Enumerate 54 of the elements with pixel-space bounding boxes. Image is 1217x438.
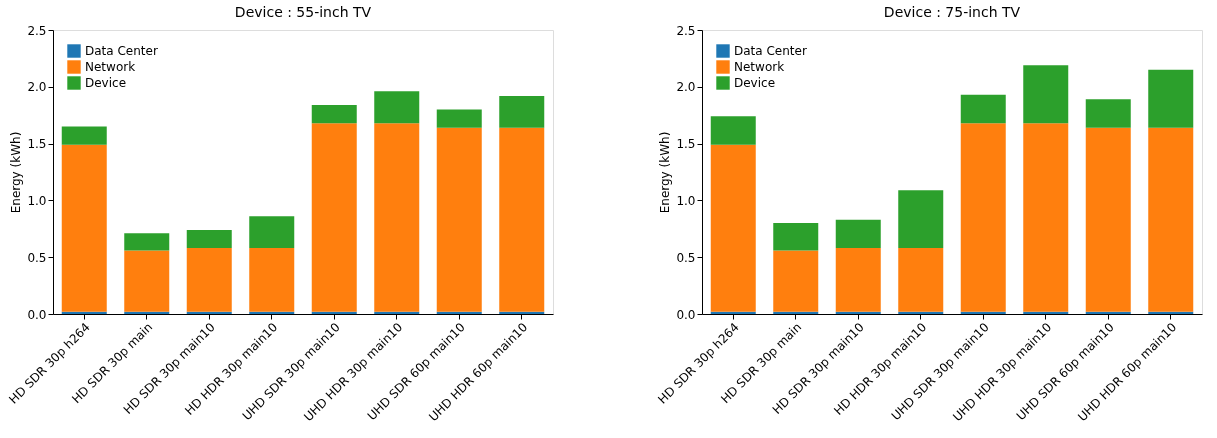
legend-label: Device [734,76,776,90]
bar [1085,127,1131,312]
legend-label: Data Center [734,44,807,58]
y-tick-label: 2.0 [27,80,47,95]
bar [710,144,756,312]
bar [311,123,357,312]
y-tick-label: 1.5 [27,137,47,152]
bar [499,95,545,128]
legend-label: Network [734,60,785,74]
bar [1085,99,1131,128]
bar [61,126,107,145]
bar [773,223,819,251]
bar [186,229,232,249]
bar [436,127,482,312]
bar [124,250,170,312]
bar [898,190,944,249]
bar [960,94,1006,124]
y-tick-label: 0.5 [676,250,696,265]
bar [710,116,756,145]
bar [773,250,819,312]
bar [1148,69,1194,128]
legend-label: Device [85,76,127,90]
bar [249,248,295,312]
y-axis-title: Energy (kWh) [658,131,673,214]
y-tick-label: 2.5 [676,23,696,38]
y-tick-label: 2.5 [27,23,47,38]
bar [374,91,420,124]
y-tick-label: 2.0 [676,80,696,95]
legend-label: Network [85,60,136,74]
bar [61,144,107,312]
legend-label: Data Center [85,44,158,58]
bar [960,123,1006,312]
bar [835,219,881,249]
bar [499,127,545,312]
bar [898,248,944,312]
y-axis-title: Energy (kWh) [9,131,24,214]
bar [1148,127,1194,312]
bar [436,109,482,128]
y-tick-label: 0.0 [676,307,696,322]
bar [186,248,232,312]
y-tick-label: 1.5 [676,137,696,152]
bar [311,104,357,124]
y-tick-label: 0.0 [27,307,47,322]
bar [249,216,295,249]
y-tick-label: 1.0 [27,193,47,208]
y-tick-label: 0.5 [27,250,47,265]
bar [1023,123,1069,312]
bar [835,248,881,312]
bar [374,123,420,312]
bar [1023,65,1069,124]
chart-title: Device : 75-inch TV [883,4,1021,20]
chart-title: Device : 55-inch TV [234,4,372,20]
bar [124,233,170,251]
y-tick-label: 1.0 [676,193,696,208]
